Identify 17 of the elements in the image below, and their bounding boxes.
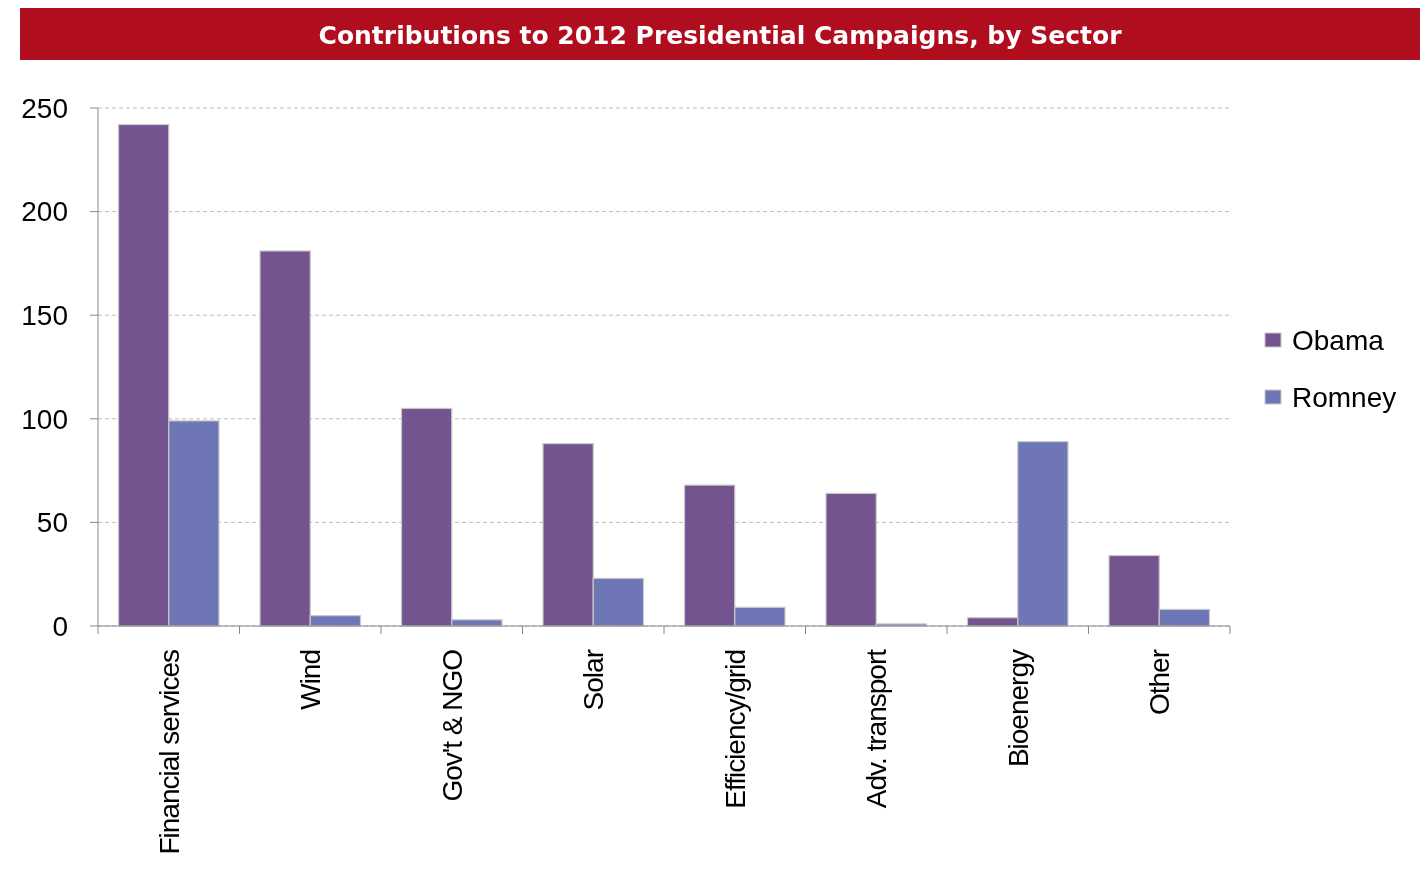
x-tick-label: Bioenergy bbox=[1002, 649, 1034, 768]
y-tick-label: 50 bbox=[36, 507, 68, 539]
x-tick-label: Adv. transport bbox=[861, 648, 893, 809]
x-tick-label: Financial services bbox=[153, 650, 185, 855]
x-tick-label: Wind bbox=[295, 650, 327, 710]
legend-label: Romney bbox=[1292, 381, 1397, 413]
legend-label: Obama bbox=[1292, 324, 1385, 356]
y-tick-label: 150 bbox=[21, 300, 68, 331]
x-tick-label: Other bbox=[1144, 649, 1176, 716]
y-tick-label: 100 bbox=[21, 403, 68, 435]
x-tick-label: Gov't & NGO bbox=[436, 649, 468, 802]
y-tick-label: 0 bbox=[52, 610, 68, 642]
chart-title: Contributions to 2012 Presidential Campaigns, by Sector bbox=[318, 21, 1123, 50]
y-tick-label: 200 bbox=[21, 196, 68, 228]
x-tick-label: Solar bbox=[578, 649, 610, 711]
x-tick-label: Efficiency/grid bbox=[719, 650, 751, 809]
y-tick-label: 250 bbox=[21, 92, 68, 124]
